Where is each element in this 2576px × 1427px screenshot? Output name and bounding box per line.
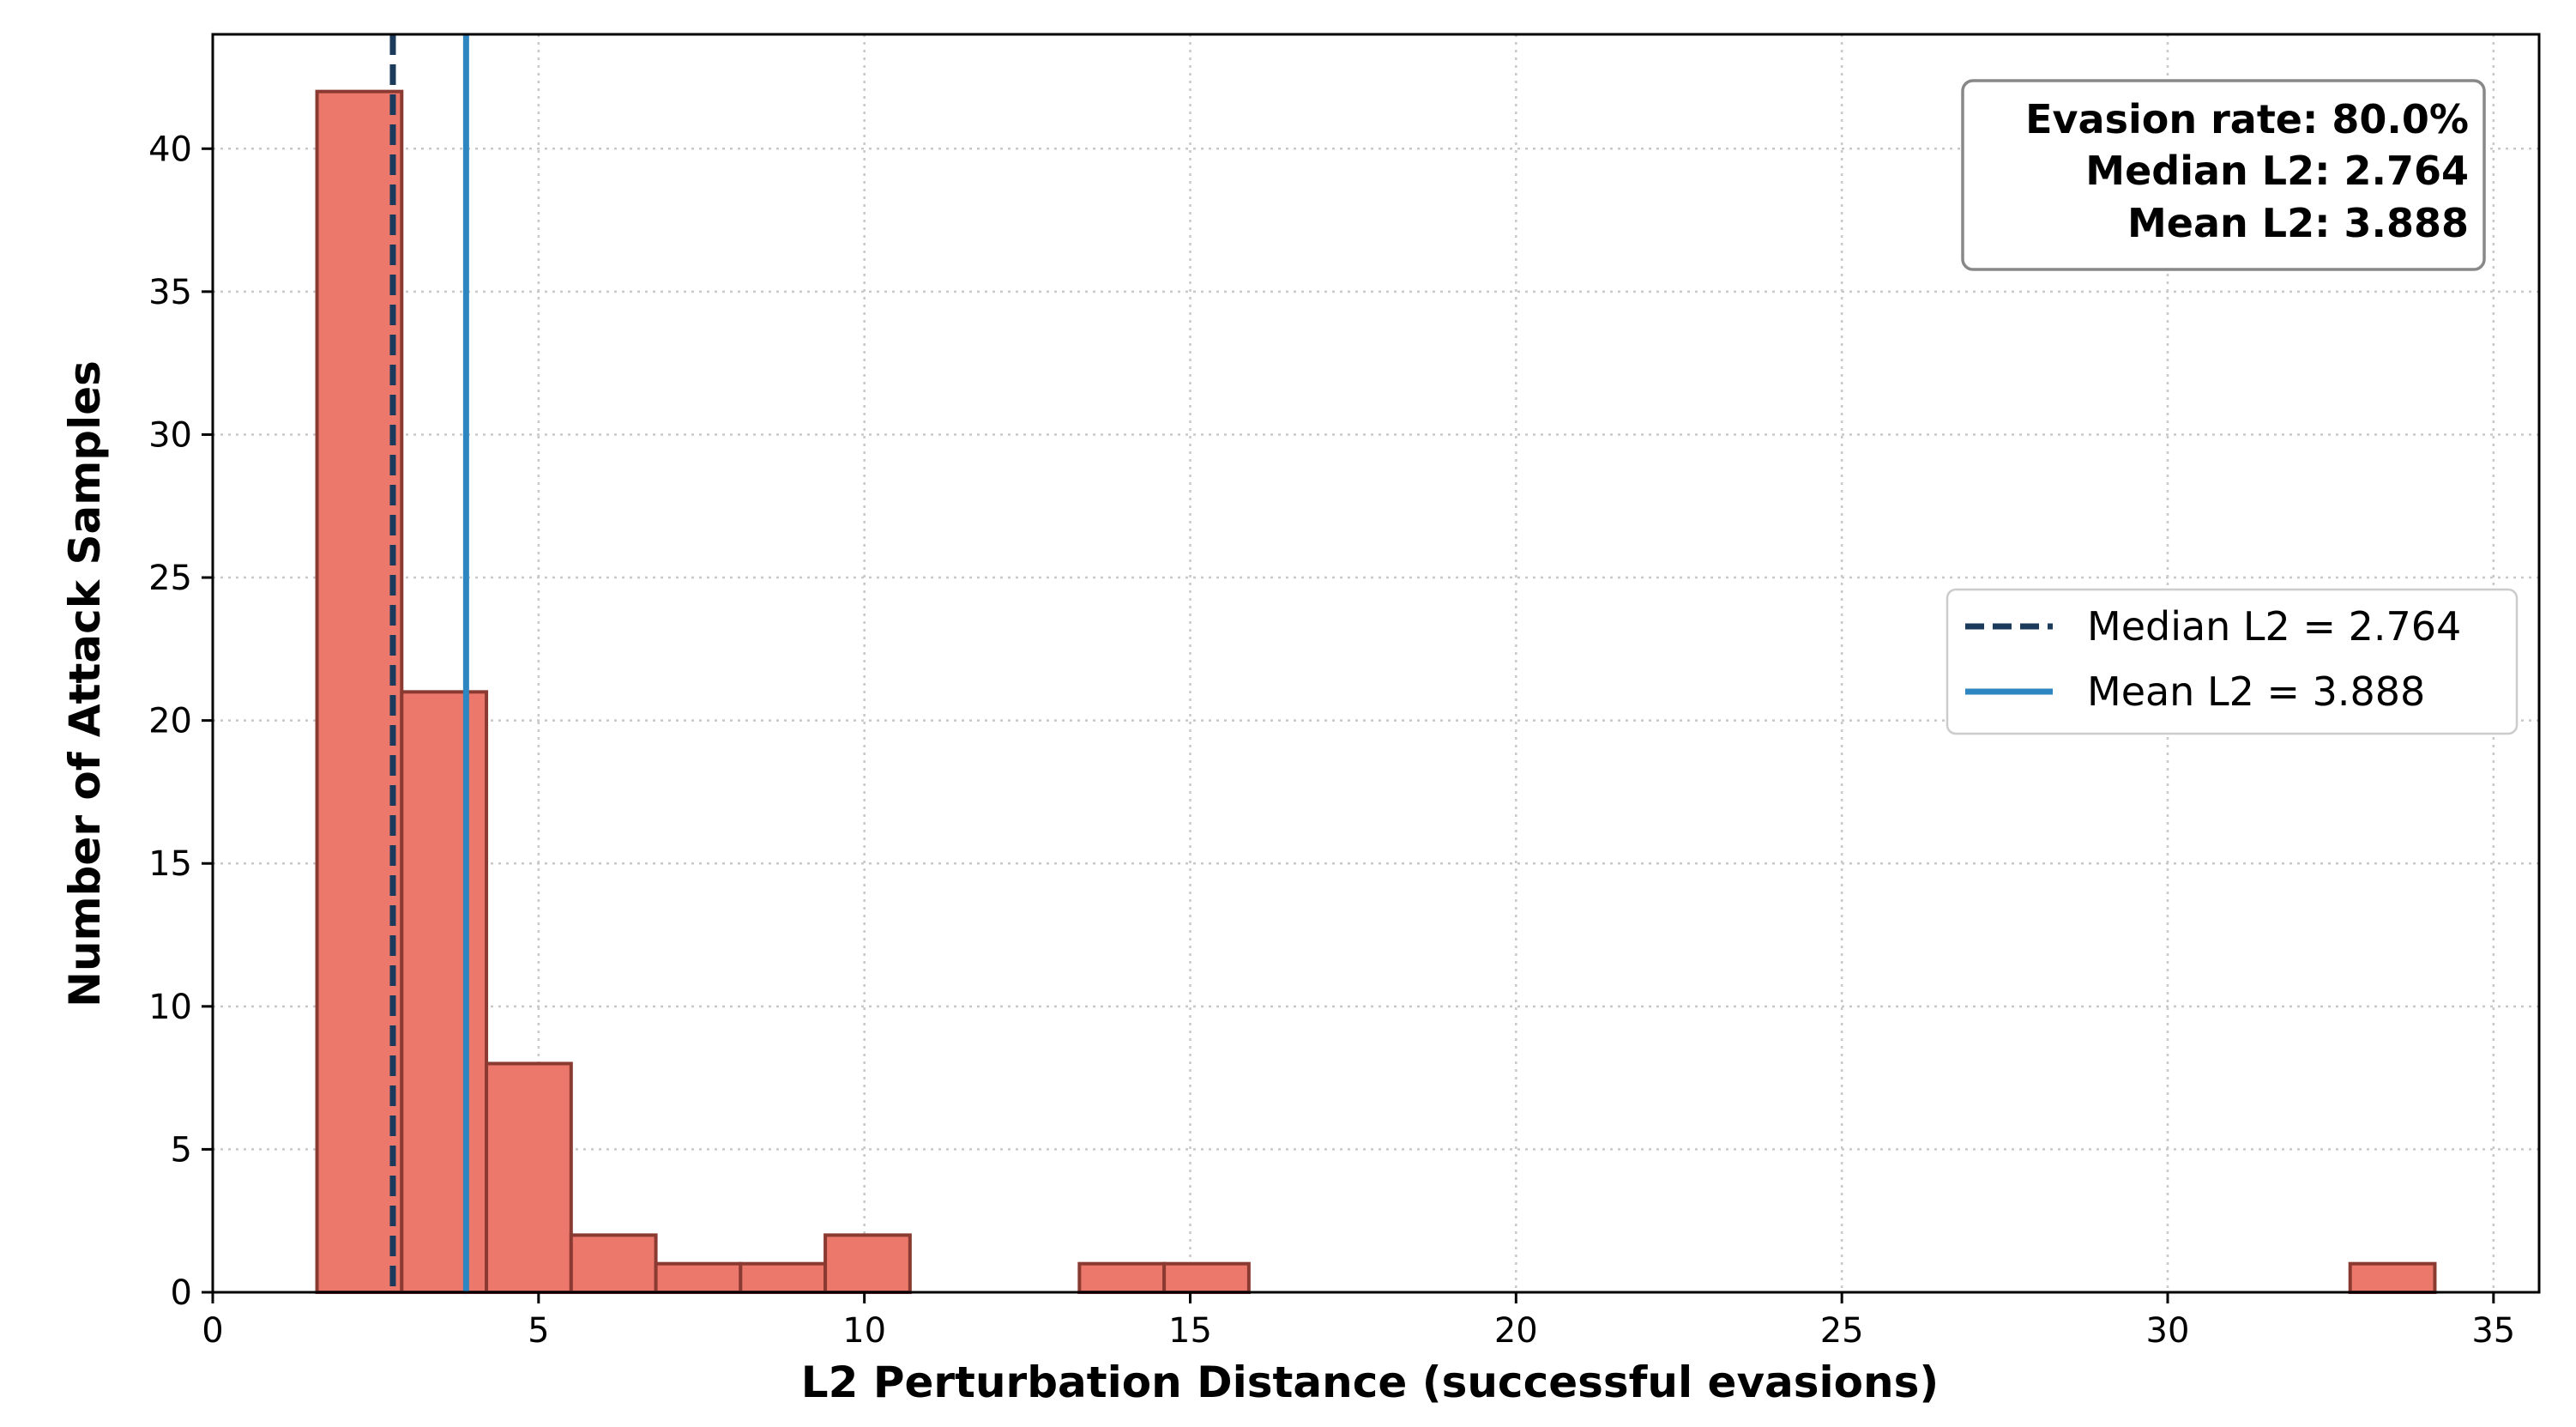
axes xyxy=(211,33,2541,1294)
legend-frame xyxy=(1946,588,2519,735)
x-tick-label-7: 35 xyxy=(2471,1311,2515,1351)
tick-marks: 0 5 10 15 20 25 30 35 0 5 10 15 20 25 30 35 40 xyxy=(148,130,2515,1351)
y-tick-label-7: 35 xyxy=(148,273,192,312)
legend-mean-label: Mean L2 = 3.888 xyxy=(2087,668,2425,715)
x-axis-label: L2 Perturbation Distance (successful eva… xyxy=(801,1357,1939,1407)
histogram-bar-1 xyxy=(400,690,489,1294)
x-tick-label-2: 10 xyxy=(842,1311,886,1351)
y-tick-label-6: 30 xyxy=(148,415,192,455)
histogram-bar-4 xyxy=(654,1261,743,1294)
y-tick-label-8: 40 xyxy=(148,130,192,169)
stats-median: Median L2: 2.764 xyxy=(2085,148,2469,194)
reference-lines xyxy=(389,34,469,1292)
stats-mean: Mean L2: 3.888 xyxy=(2127,200,2469,246)
histogram-bars xyxy=(315,89,2437,1295)
stats-evasion-rate: Evasion rate: 80.0% xyxy=(2025,96,2469,142)
x-tick-label-5: 25 xyxy=(1820,1311,1864,1351)
stats-box: Evasion rate: 80.0% Median L2: 2.764 Mea… xyxy=(1961,79,2486,271)
y-tick-label-4: 20 xyxy=(148,702,192,741)
y-axis-label: Number of Attack Samples xyxy=(60,360,110,1007)
y-tick-label-1: 5 xyxy=(171,1130,192,1170)
y-tick-label-2: 10 xyxy=(148,988,192,1027)
x-tick-label-1: 5 xyxy=(528,1311,549,1351)
plot-frame xyxy=(211,33,2541,1294)
y-tick-label-5: 25 xyxy=(148,559,192,598)
y-tick-label-3: 15 xyxy=(148,844,192,884)
histogram-bar-9 xyxy=(2348,1261,2437,1294)
histogram-bar-7 xyxy=(1077,1261,1167,1294)
histogram-bar-8 xyxy=(1162,1261,1251,1294)
x-tick-label-0: 0 xyxy=(202,1311,223,1351)
legend: Median L2 = 2.764 Mean L2 = 3.888 xyxy=(1946,588,2519,735)
histogram-bar-6 xyxy=(823,1233,912,1295)
histogram-bar-2 xyxy=(485,1061,573,1295)
histogram-bar-5 xyxy=(739,1261,828,1294)
legend-median-label: Median L2 = 2.764 xyxy=(2087,603,2461,650)
y-tick-label-0: 0 xyxy=(171,1273,192,1313)
x-tick-label-4: 20 xyxy=(1494,1311,1538,1351)
x-tick-label-3: 15 xyxy=(1168,1311,1212,1351)
x-tick-label-6: 30 xyxy=(2146,1311,2190,1351)
histogram-bar-0 xyxy=(315,89,404,1295)
histogram-bar-3 xyxy=(569,1233,658,1295)
stats-box-frame xyxy=(1961,79,2486,271)
